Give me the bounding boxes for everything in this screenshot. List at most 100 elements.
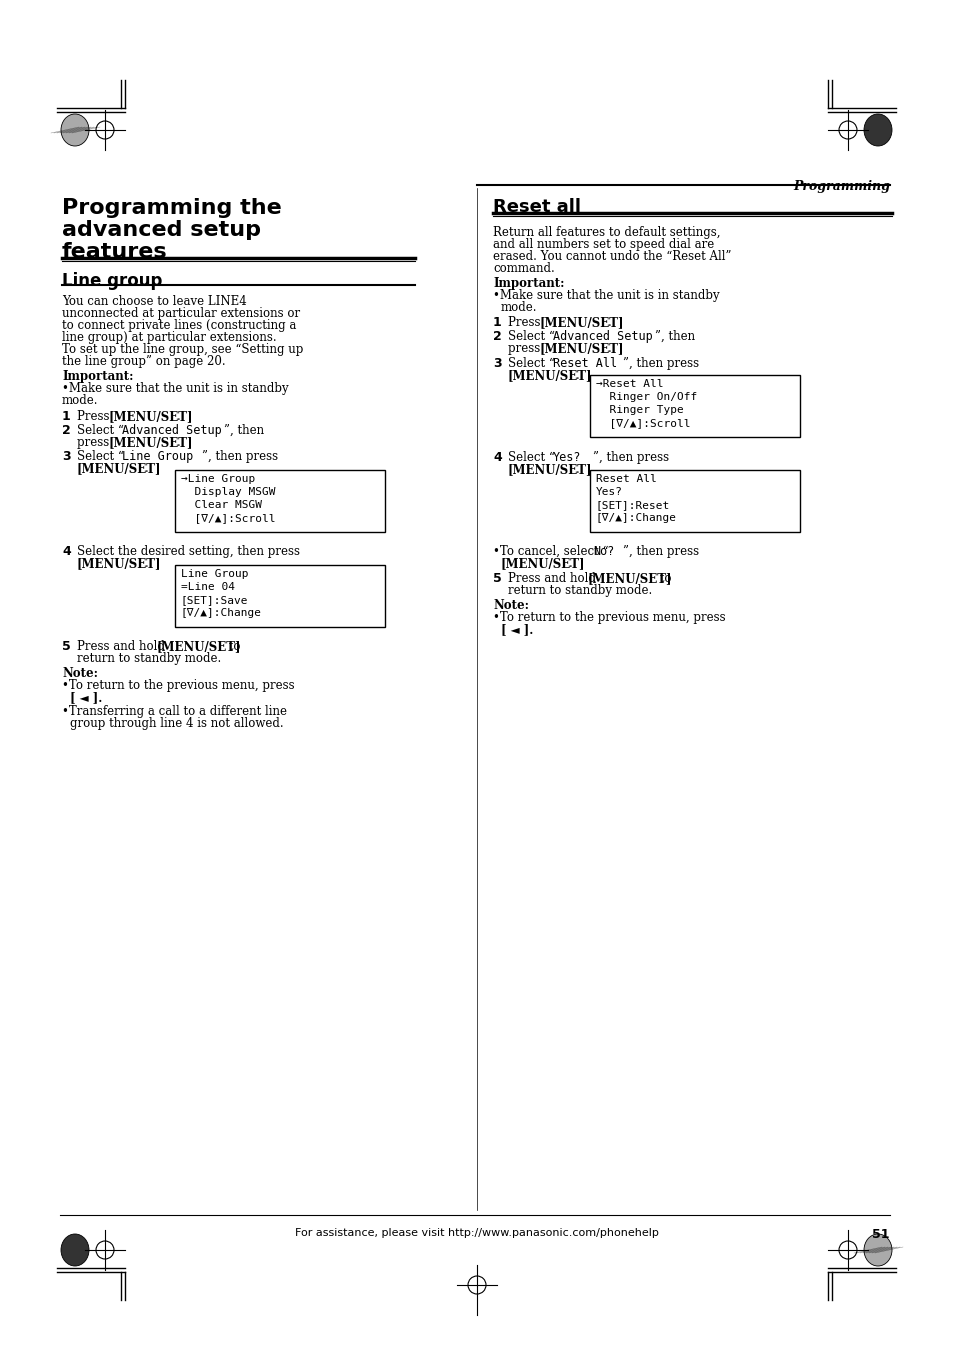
Text: Press and hold: Press and hold xyxy=(507,571,599,585)
Text: [ ◄ ].: [ ◄ ]. xyxy=(500,623,533,636)
FancyBboxPatch shape xyxy=(589,470,800,532)
Text: [MENU/SET]: [MENU/SET] xyxy=(157,640,241,653)
Text: Ringer On/Off: Ringer On/Off xyxy=(596,392,697,403)
Text: .: . xyxy=(607,316,611,330)
Text: [MENU/SET]: [MENU/SET] xyxy=(77,462,161,476)
Text: erased. You cannot undo the “Reset All”: erased. You cannot undo the “Reset All” xyxy=(493,250,731,263)
Text: ”, then press: ”, then press xyxy=(202,450,278,463)
Text: [MENU/SET]: [MENU/SET] xyxy=(507,369,592,382)
Text: 4: 4 xyxy=(62,544,71,558)
Text: •Make sure that the unit is in standby: •Make sure that the unit is in standby xyxy=(62,382,289,394)
Text: the line group” on page 20.: the line group” on page 20. xyxy=(62,355,226,367)
Text: •To cancel, select “: •To cancel, select “ xyxy=(493,544,608,558)
Text: [∇/▲]:Change: [∇/▲]:Change xyxy=(181,608,262,617)
Text: 2: 2 xyxy=(493,330,501,343)
Text: •To return to the previous menu, press: •To return to the previous menu, press xyxy=(62,680,294,692)
Text: .: . xyxy=(568,557,572,570)
Text: 2: 2 xyxy=(62,424,71,436)
Text: [MENU/SET]: [MENU/SET] xyxy=(77,557,161,570)
Text: Line Group: Line Group xyxy=(181,569,248,580)
Text: line group) at particular extensions.: line group) at particular extensions. xyxy=(62,331,276,345)
Text: Note:: Note: xyxy=(62,667,98,680)
Text: [MENU/SET]: [MENU/SET] xyxy=(587,571,672,585)
Text: [∇/▲]:Scroll: [∇/▲]:Scroll xyxy=(181,513,275,523)
Text: Press: Press xyxy=(507,316,543,330)
Text: Line group: Line group xyxy=(62,272,162,290)
Text: .: . xyxy=(607,342,611,355)
Text: to connect private lines (constructing a: to connect private lines (constructing a xyxy=(62,319,296,332)
Text: Important:: Important: xyxy=(493,277,564,290)
Text: Important:: Important: xyxy=(62,370,133,382)
Text: 5: 5 xyxy=(62,640,71,653)
Text: Note:: Note: xyxy=(493,598,529,612)
Text: 3: 3 xyxy=(493,357,501,370)
Text: Programming the: Programming the xyxy=(62,199,281,218)
Text: Select the desired setting, then press: Select the desired setting, then press xyxy=(77,544,299,558)
Text: Reset all: Reset all xyxy=(493,199,580,216)
Text: Advanced Setup: Advanced Setup xyxy=(553,330,652,343)
Text: Display MSGW: Display MSGW xyxy=(181,486,275,497)
Text: •Make sure that the unit is in standby: •Make sure that the unit is in standby xyxy=(493,289,719,303)
Text: Line Group: Line Group xyxy=(122,450,193,463)
Text: Select “: Select “ xyxy=(507,330,555,343)
Ellipse shape xyxy=(863,1233,891,1266)
Text: •Transferring a call to a different line: •Transferring a call to a different line xyxy=(62,705,287,717)
Text: .: . xyxy=(145,557,149,570)
Text: [∇/▲]:Change: [∇/▲]:Change xyxy=(596,513,677,523)
Text: Return all features to default settings,: Return all features to default settings, xyxy=(493,226,720,239)
Text: mode.: mode. xyxy=(62,394,98,407)
Text: ”, then press: ”, then press xyxy=(593,451,668,463)
Text: →Reset All: →Reset All xyxy=(596,380,662,389)
Text: group through line 4 is not allowed.: group through line 4 is not allowed. xyxy=(70,717,283,730)
Text: [∇/▲]:Scroll: [∇/▲]:Scroll xyxy=(596,417,690,428)
Text: [SET]:Save: [SET]:Save xyxy=(181,594,248,605)
Text: command.: command. xyxy=(493,262,554,276)
Text: Select “: Select “ xyxy=(507,357,555,370)
Text: ”, then press: ”, then press xyxy=(622,544,699,558)
Text: Press and hold: Press and hold xyxy=(77,640,169,653)
Text: =Line 04: =Line 04 xyxy=(181,582,234,592)
Text: [MENU/SET]: [MENU/SET] xyxy=(109,409,193,423)
Text: To set up the line group, see “Setting up: To set up the line group, see “Setting u… xyxy=(62,343,303,357)
Text: 3: 3 xyxy=(62,450,71,463)
Text: unconnected at particular extensions or: unconnected at particular extensions or xyxy=(62,307,300,320)
FancyBboxPatch shape xyxy=(589,376,800,436)
Text: Press: Press xyxy=(77,409,113,423)
Text: Reset All: Reset All xyxy=(553,357,617,370)
Ellipse shape xyxy=(863,113,891,146)
Text: Select “: Select “ xyxy=(77,424,124,436)
Text: Reset All: Reset All xyxy=(596,474,656,484)
Text: press: press xyxy=(77,436,112,449)
Text: For assistance, please visit http://www.panasonic.com/phonehelp: For assistance, please visit http://www.… xyxy=(294,1228,659,1238)
Text: Select “: Select “ xyxy=(507,451,555,463)
Text: Yes?: Yes? xyxy=(553,451,581,463)
Text: .: . xyxy=(177,436,180,449)
Text: to: to xyxy=(656,571,671,585)
Text: return to standby mode.: return to standby mode. xyxy=(507,584,652,597)
Text: [SET]:Reset: [SET]:Reset xyxy=(596,500,670,509)
Text: 1: 1 xyxy=(62,409,71,423)
Text: 5: 5 xyxy=(493,571,501,585)
Text: Advanced Setup: Advanced Setup xyxy=(122,424,221,436)
Text: Select “: Select “ xyxy=(77,450,124,463)
Text: [MENU/SET]: [MENU/SET] xyxy=(109,436,193,449)
Text: return to standby mode.: return to standby mode. xyxy=(77,653,221,665)
Text: [ ◄ ].: [ ◄ ]. xyxy=(70,690,102,704)
Text: press: press xyxy=(507,342,543,355)
Text: [MENU/SET]: [MENU/SET] xyxy=(507,463,592,476)
Text: Programming: Programming xyxy=(792,180,889,193)
Text: ”, then: ”, then xyxy=(655,330,695,343)
Text: [MENU/SET]: [MENU/SET] xyxy=(500,557,585,570)
Text: features: features xyxy=(62,242,168,262)
Text: advanced setup: advanced setup xyxy=(62,220,261,240)
Text: .: . xyxy=(576,463,579,476)
Text: [MENU/SET]: [MENU/SET] xyxy=(539,342,624,355)
Text: ”, then press: ”, then press xyxy=(622,357,699,370)
Text: to: to xyxy=(225,640,240,653)
FancyBboxPatch shape xyxy=(174,565,385,627)
Text: .: . xyxy=(576,369,579,382)
Text: and all numbers set to speed dial are: and all numbers set to speed dial are xyxy=(493,238,714,251)
Text: Ringer Type: Ringer Type xyxy=(596,405,683,415)
Text: mode.: mode. xyxy=(500,301,537,313)
Text: 51: 51 xyxy=(872,1228,889,1242)
